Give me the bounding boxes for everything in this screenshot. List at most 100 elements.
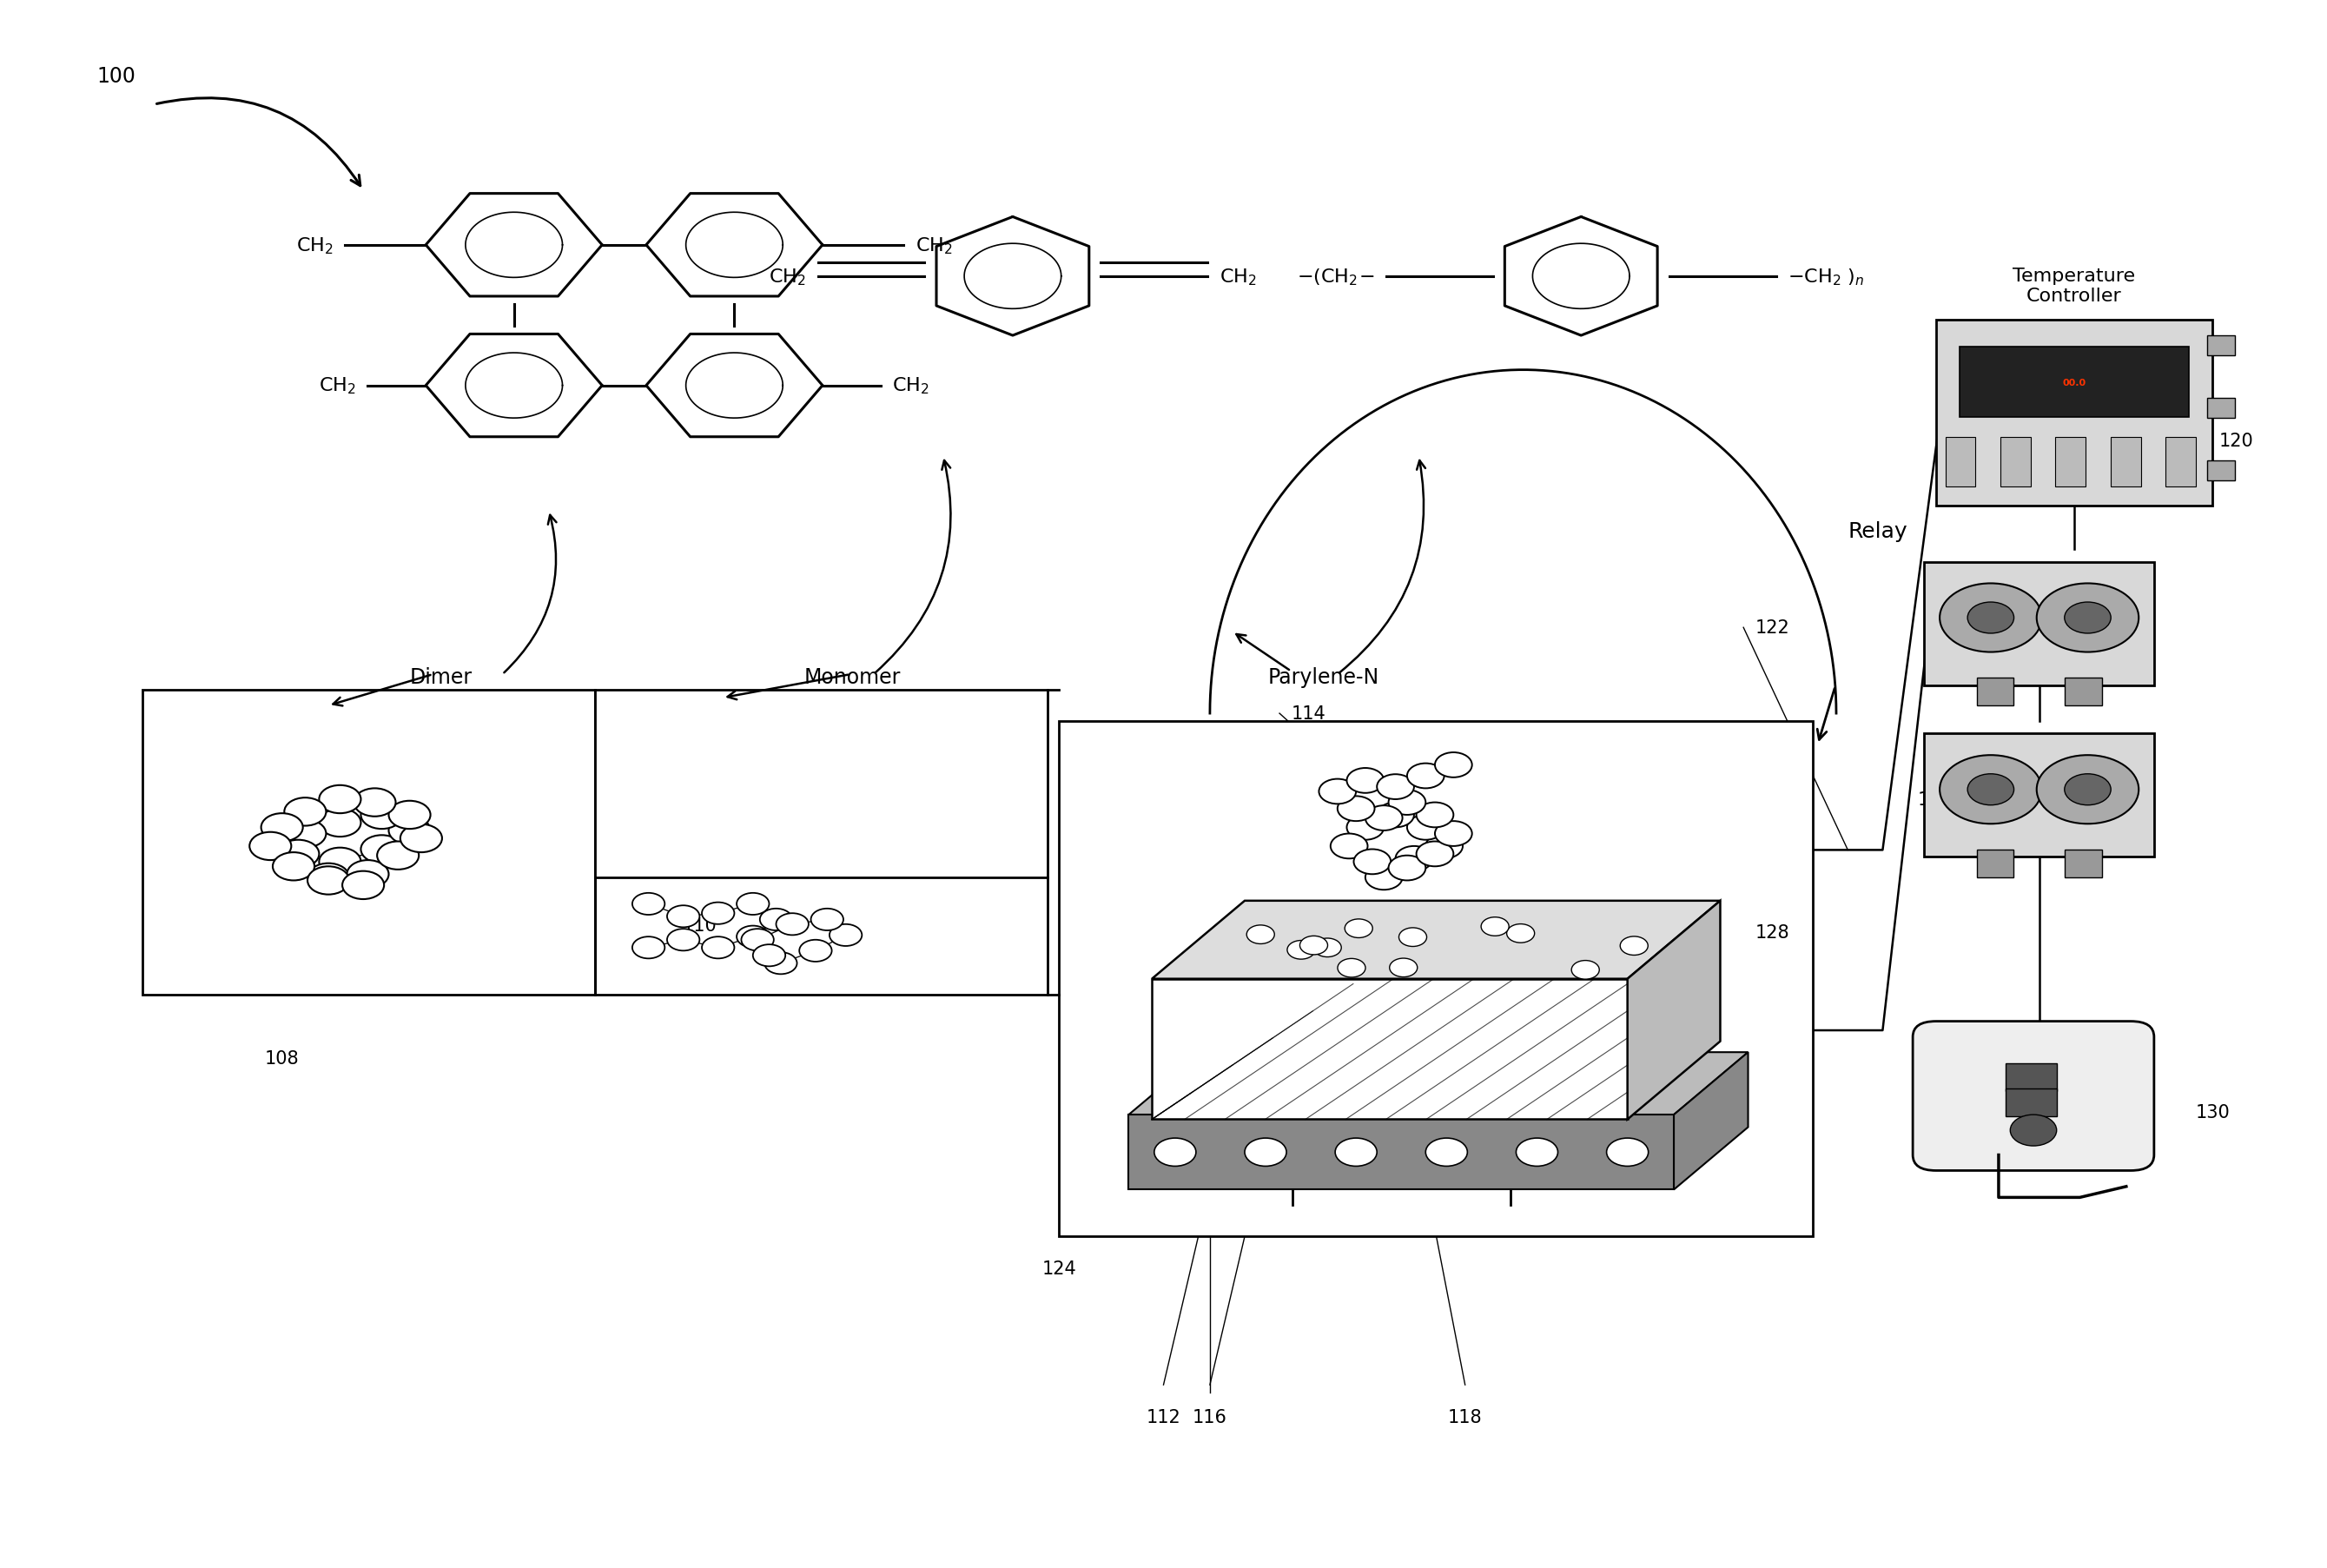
Bar [1959,347,2190,417]
Circle shape [2011,1115,2057,1146]
Text: 00.0: 00.0 [2062,378,2085,387]
Circle shape [1969,775,2013,806]
Circle shape [1941,756,2041,825]
Text: Parylene-N: Parylene-N [1268,666,1380,688]
Text: 114: 114 [1291,706,1326,723]
Circle shape [1287,941,1315,960]
Circle shape [1245,1138,1287,1167]
FancyArrowPatch shape [156,99,361,187]
Bar [2208,336,2236,356]
Circle shape [1338,960,1366,977]
Polygon shape [1152,902,1720,978]
Circle shape [342,872,384,900]
Circle shape [1571,961,1599,980]
Bar [142,690,596,994]
Circle shape [361,836,403,864]
Circle shape [1378,803,1415,828]
Circle shape [277,840,319,869]
Circle shape [1319,779,1357,804]
Circle shape [1331,834,1368,859]
Circle shape [1378,775,1415,800]
Circle shape [766,953,796,974]
Circle shape [1436,753,1473,778]
Circle shape [2036,583,2139,652]
Circle shape [249,833,291,861]
Circle shape [1436,822,1473,847]
Circle shape [389,801,430,829]
Text: 128: 128 [1755,924,1789,941]
Circle shape [272,853,314,881]
Circle shape [1154,1138,1196,1167]
Circle shape [777,914,807,936]
Bar [2064,850,2101,878]
Circle shape [2064,602,2111,633]
Circle shape [1347,768,1385,793]
Circle shape [284,820,326,848]
Bar [2006,1063,2057,1091]
Bar [2001,437,2031,488]
Bar [1945,437,1976,488]
Bar [1976,850,2013,878]
Circle shape [1345,919,1373,938]
Circle shape [798,941,831,961]
Circle shape [1366,866,1403,891]
Circle shape [1354,850,1392,875]
Circle shape [1408,815,1445,840]
FancyBboxPatch shape [1913,1021,2155,1171]
Text: CH$_2$: CH$_2$ [1219,267,1257,287]
Circle shape [319,809,361,837]
Circle shape [1969,602,2013,633]
Text: $-$CH$_2$ )$_n$: $-$CH$_2$ )$_n$ [1787,267,1864,287]
Circle shape [1389,958,1417,977]
Circle shape [1517,1138,1557,1167]
Text: 100: 100 [95,66,135,86]
Circle shape [1417,803,1454,828]
Circle shape [1408,764,1445,789]
FancyBboxPatch shape [1924,734,2155,858]
Circle shape [703,938,735,958]
Circle shape [377,842,419,870]
Text: CH$_2$: CH$_2$ [319,376,356,397]
Bar [1129,1115,1673,1190]
Circle shape [400,825,442,853]
Circle shape [1396,847,1433,872]
Text: 120: 120 [2220,431,2253,450]
Circle shape [1338,797,1375,822]
Circle shape [1426,834,1464,859]
Polygon shape [1627,902,1720,1120]
Text: CH$_2$: CH$_2$ [770,267,805,287]
Circle shape [1247,925,1275,944]
Text: 112: 112 [1147,1408,1180,1425]
Circle shape [347,861,389,889]
Text: 130: 130 [2197,1102,2229,1121]
Text: 108: 108 [265,1049,300,1066]
Bar [1152,978,1627,1120]
Circle shape [633,938,666,958]
Circle shape [1426,1138,1468,1167]
FancyBboxPatch shape [1924,563,2155,685]
Circle shape [354,789,396,817]
Circle shape [361,801,403,829]
Text: 116: 116 [1191,1408,1226,1425]
Circle shape [319,786,361,814]
Bar [2055,437,2085,488]
FancyArrowPatch shape [1340,461,1426,673]
Circle shape [742,930,775,952]
Bar [2006,1088,2057,1116]
Circle shape [261,814,303,842]
Text: CH$_2$: CH$_2$ [296,235,333,256]
Circle shape [284,798,326,826]
Text: Relay: Relay [1848,521,1908,543]
Circle shape [1620,936,1648,955]
Text: Monomer: Monomer [803,666,901,688]
Circle shape [307,867,349,895]
Circle shape [1506,924,1533,942]
Circle shape [389,817,430,845]
Circle shape [1389,856,1426,881]
Text: 126: 126 [1917,790,1952,808]
Circle shape [1941,583,2041,652]
Bar [596,690,1047,878]
Circle shape [1301,936,1329,955]
Circle shape [1347,815,1385,840]
Circle shape [761,909,791,931]
